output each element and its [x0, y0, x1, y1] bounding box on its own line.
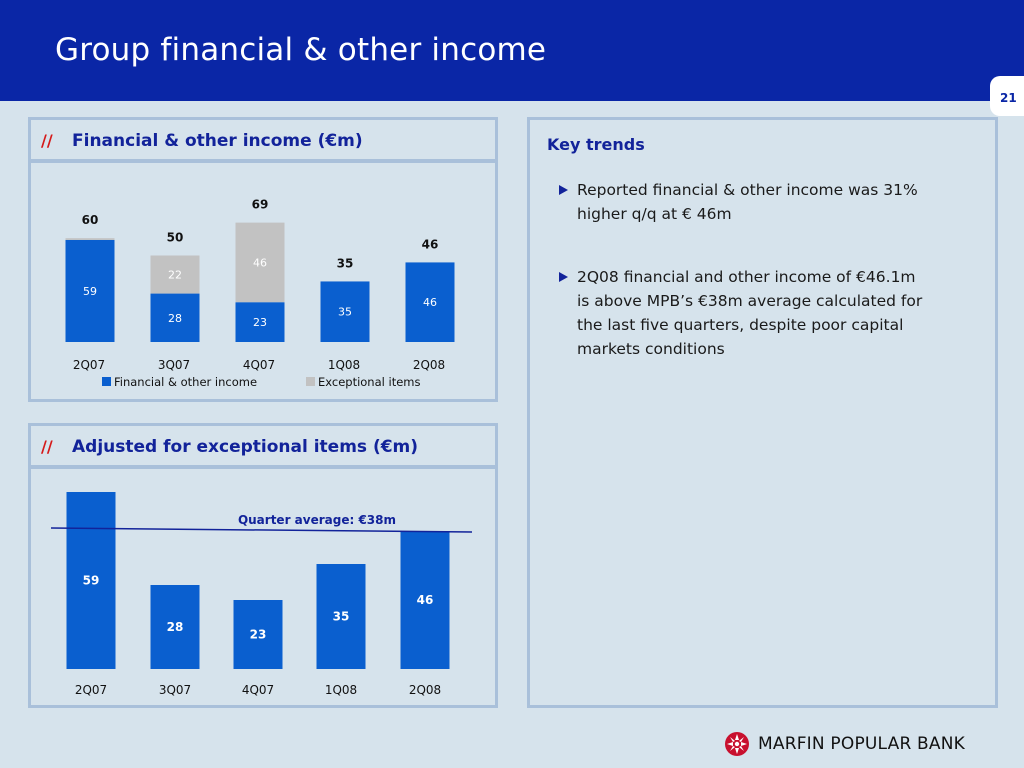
- panel-financial-income-header: // Financial & other income (€m): [28, 117, 498, 162]
- header-band: [0, 0, 1024, 101]
- bank-logo-icon: [725, 732, 749, 756]
- panel-key-trends: [527, 117, 998, 708]
- key-trend-bullet: 2Q08 financial and other income of €46.1…: [577, 268, 923, 358]
- page-number-tab: [990, 76, 1024, 116]
- bank-logo-text: MARFIN POPULAR BANK: [758, 734, 966, 754]
- page-title: Group financial & other income: [55, 32, 547, 68]
- marfin-popular-bank-logo: MARFIN POPULAR BANK: [724, 731, 1014, 757]
- key-trend-bullet: Reported financial & other income was 31…: [577, 181, 918, 223]
- panel-financial-income-chart: [28, 160, 498, 402]
- bullet-arrow-icon: [559, 272, 568, 282]
- bullet-arrow-icon: [559, 185, 568, 195]
- panel-title-adjusted: Adjusted for exceptional items (€m): [72, 437, 419, 457]
- page-number: 21: [1000, 91, 1017, 105]
- panel-adjusted-header: // Adjusted for exceptional items (€m): [28, 423, 498, 468]
- panel-adjusted-chart: [28, 466, 498, 708]
- panel-slashes: //: [41, 437, 53, 456]
- panel-title-financial-income: Financial & other income (€m): [72, 131, 363, 151]
- panel-slashes: //: [41, 131, 53, 150]
- key-trends-title: Key trends: [547, 135, 645, 154]
